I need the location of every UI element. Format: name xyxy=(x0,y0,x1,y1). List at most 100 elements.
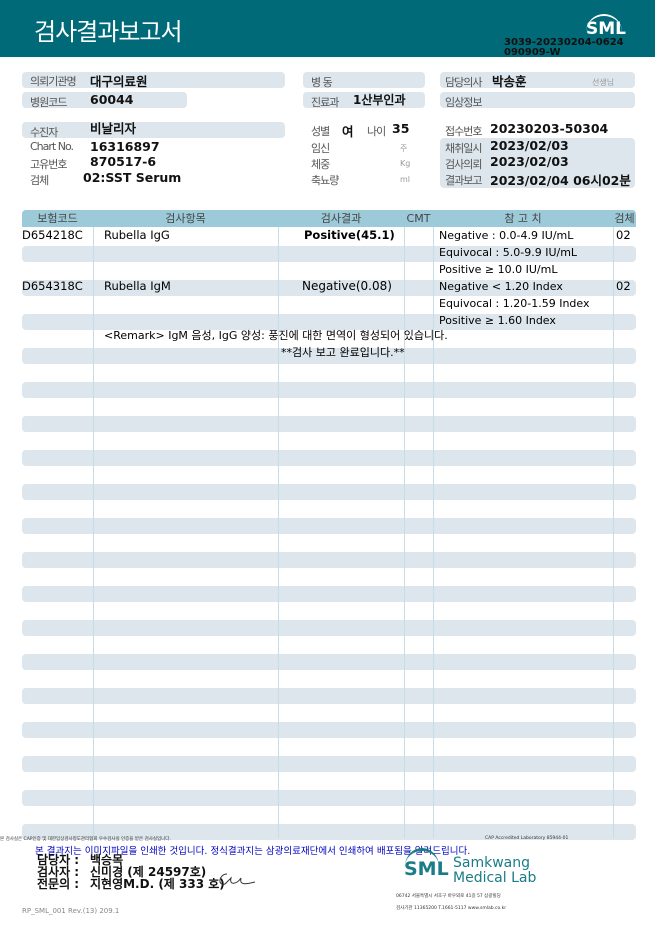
sex-value: 여 xyxy=(342,124,354,139)
chart-label: Chart No. xyxy=(30,140,74,153)
dept-value: 1산부인과 xyxy=(353,93,406,107)
row1-ref3: Positive ≥ 10.0 IU/mL xyxy=(439,263,558,276)
weight-unit: Kg xyxy=(400,159,411,168)
remark: <Remark> IgM 음성, IgG 양성: 풍진에 대한 면역이 형성되어… xyxy=(104,329,448,342)
table-stripe xyxy=(22,552,636,568)
lab-logo-arc-icon xyxy=(405,848,439,885)
ward-label: 병 동 xyxy=(311,76,333,89)
urine-label: 축뇨량 xyxy=(311,174,339,187)
tester-label: 검사자 : xyxy=(37,865,80,879)
specialist-value: 지현영M.D. (제 333 호) xyxy=(90,877,225,891)
table-stripe xyxy=(22,382,636,398)
row2-code: D654318C xyxy=(22,279,83,293)
cert-note: 본 검사실은 CAP인증 및 대한임상검사정도관리협회 우수검사실 인증을 받은… xyxy=(0,837,171,842)
receipt-label: 접수번호 xyxy=(445,125,482,138)
sex-label: 성별 xyxy=(311,125,330,138)
report-id-line1: 3039-20230204-0624 xyxy=(504,37,624,48)
doctor-suffix: 선생님 xyxy=(592,78,615,87)
table-stripe xyxy=(22,348,636,364)
lab-name-line1: Samkwang xyxy=(453,855,530,871)
report-title: 검사결과보고서 xyxy=(34,18,183,46)
row2-specimen: 02 xyxy=(616,279,631,293)
header-reference: 참 고 치 xyxy=(433,210,613,227)
pregnancy-label: 임신 xyxy=(311,142,330,155)
results-table: 보험코드 검사항목 검사결과 CMT 참 고 치 검체 D654218C Rub… xyxy=(22,210,636,840)
table-stripe xyxy=(22,756,636,772)
manager-value: 백승목 xyxy=(90,853,124,867)
row1-specimen: 02 xyxy=(616,228,631,242)
row2-ref2: Equivocal : 1.20-1.59 Index xyxy=(439,297,590,310)
report-header: 검사결과보고서 SML xyxy=(0,0,655,57)
header-specimen: 검체 xyxy=(613,210,636,227)
lab-logo: SML xyxy=(404,858,449,880)
tester-value: 신미경 (제 24597호) xyxy=(90,865,207,879)
form-id: RP_SML_001 Rev.(13) 209.1 xyxy=(22,907,120,915)
patient-label: 수진자 xyxy=(30,126,58,139)
row2-ref1: Negative < 1.20 Index xyxy=(439,280,563,293)
row1-code: D654218C xyxy=(22,228,83,242)
row2-item: Rubella IgM xyxy=(104,279,171,293)
doctor-label: 담당의사 xyxy=(445,76,482,89)
lab-contact: 검사기관 11365200 T.1661-5117 www.smlab.co.k… xyxy=(396,906,507,911)
row2-ref3: Positive ≥ 1.60 Index xyxy=(439,314,556,327)
table-stripe xyxy=(22,722,636,738)
row1-ref2: Equivocal : 5.0-9.9 IU/mL xyxy=(439,246,578,259)
hospital-code-label: 병원코드 xyxy=(30,96,67,109)
cap-note: CAP Accredited Laboratory 85944-01 xyxy=(485,836,569,841)
table-stripe xyxy=(22,416,636,432)
specimen-label: 검체 xyxy=(30,174,49,187)
receipt-value: 20230203-50304 xyxy=(490,121,609,136)
lab-address: 06742 서울특별시 서초구 바우뫼로 41길 57 삼광빌딩 xyxy=(396,894,501,899)
table-stripe xyxy=(22,450,636,466)
table-stripe xyxy=(22,654,636,670)
dept-label: 진료과 xyxy=(311,96,339,109)
request-value: 2023/02/03 xyxy=(490,154,569,169)
institution-value: 대구의료원 xyxy=(90,74,148,89)
report-id: 3039-20230204-0624 090909-W xyxy=(504,38,624,58)
age-value: 35 xyxy=(392,121,410,136)
urine-unit: ml xyxy=(400,175,411,184)
row1-result: Positive(45.1) xyxy=(304,228,395,242)
manager-label: 담당자 : xyxy=(37,853,80,867)
row1-item: Rubella IgG xyxy=(104,228,170,242)
row2-result: Negative(0.08) xyxy=(302,279,392,293)
doctor-value: 박송훈 xyxy=(492,74,527,89)
specialist-label: 전문의 : xyxy=(37,877,80,891)
table-stripe xyxy=(22,518,636,534)
pregnancy-unit: 주 xyxy=(400,144,408,153)
table-stripe xyxy=(22,688,636,704)
table-stripe xyxy=(22,586,636,602)
age-label: 나이 xyxy=(367,125,386,138)
report-value: 2023/02/04 06시02분 xyxy=(490,173,631,188)
signature-icon xyxy=(219,873,256,885)
patient-value: 비날리자 xyxy=(90,121,137,136)
table-stripe xyxy=(22,280,636,296)
report-label: 결과보고 xyxy=(445,174,482,187)
table-stripe xyxy=(22,484,636,500)
notice: 본 결과지는 이미지파일을 인쇄한 것입니다. 정식결과지는 삼광의료재단에서 … xyxy=(35,846,471,857)
header-result: 검사결과 xyxy=(278,210,404,227)
table-stripe xyxy=(22,620,636,636)
sml-logo: SML xyxy=(586,14,626,40)
collect-label: 채취일시 xyxy=(445,142,482,155)
table-stripe xyxy=(22,790,636,806)
lab-name: Samkwang Medical Lab xyxy=(453,856,536,886)
unique-value: 870517-6 xyxy=(90,154,157,169)
clinical-label: 임상정보 xyxy=(445,96,482,109)
institution-label: 의뢰기관명 xyxy=(30,75,77,88)
chart-value: 16316897 xyxy=(90,139,160,154)
specimen-value: 02:SST Serum xyxy=(83,170,182,185)
header-item: 검사항목 xyxy=(93,210,278,227)
unique-label: 고유번호 xyxy=(30,158,67,171)
row1-ref1: Negative : 0.0-4.9 IU/mL xyxy=(439,229,574,242)
lab-name-line2: Medical Lab xyxy=(453,870,537,886)
table-stripe xyxy=(22,314,636,330)
report-complete: **검사 보고 완료입니다.** xyxy=(281,346,405,359)
table-stripe xyxy=(22,824,636,840)
collect-value: 2023/02/03 xyxy=(490,138,569,153)
report-id-line2: 090909-W xyxy=(504,47,561,58)
hospital-code-value: 60044 xyxy=(90,92,134,107)
weight-label: 체중 xyxy=(311,158,330,171)
table-stripe xyxy=(22,246,636,262)
request-label: 검사의뢰 xyxy=(445,158,482,171)
